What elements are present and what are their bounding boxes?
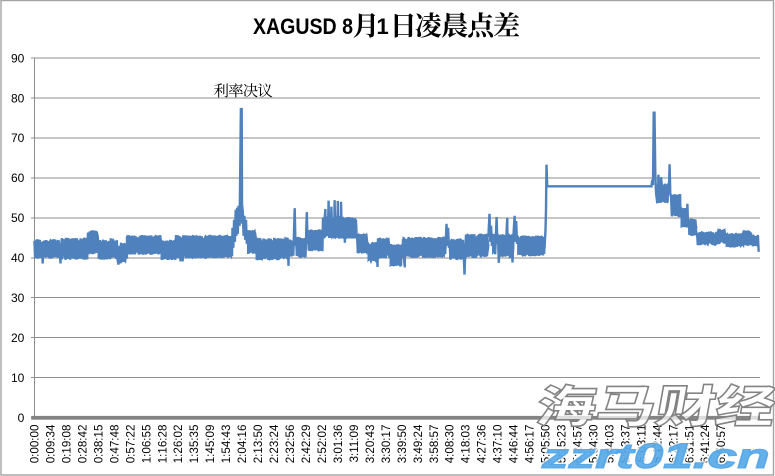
svg-text:5:15:23: 5:15:23 [556,425,569,464]
svg-text:50: 50 [11,211,25,225]
svg-text:4:27:36: 4:27:36 [476,425,489,464]
svg-text:0:57:22: 0:57:22 [124,425,137,464]
svg-text:3:58:57: 3:58:57 [428,425,441,464]
svg-text:5:24:57: 5:24:57 [572,425,585,464]
svg-text:3:11:09: 3:11:09 [348,425,361,463]
svg-text:1:06:55: 1:06:55 [140,425,153,464]
svg-text:70: 70 [11,131,25,145]
svg-text:6:22:17: 6:22:17 [667,425,680,464]
svg-text:80: 80 [11,91,25,105]
svg-text:2:13:50: 2:13:50 [252,425,265,464]
svg-text:0:00:00: 0:00:00 [29,425,42,464]
svg-text:3:30:17: 3:30:17 [380,425,393,464]
svg-text:6:12:44: 6:12:44 [651,424,664,463]
svg-text:3:01:36: 3:01:36 [332,425,345,464]
svg-text:2:23:24: 2:23:24 [268,424,281,463]
svg-text:4:46:44: 4:46:44 [508,424,521,463]
svg-text:60: 60 [11,171,25,185]
svg-text:1:45:09: 1:45:09 [204,425,217,464]
svg-text:zzrt01.cn: zzrt01.cn [541,436,770,476]
svg-text:5:53:37: 5:53:37 [619,425,632,464]
svg-text:30: 30 [11,291,25,305]
svg-text:0:28:42: 0:28:42 [76,425,89,464]
svg-text:0: 0 [18,411,25,425]
svg-text:5:05:50: 5:05:50 [540,425,553,464]
svg-text:0:47:48: 0:47:48 [108,425,121,464]
svg-text:0:38:15: 0:38:15 [92,425,105,464]
svg-text:5:44:03: 5:44:03 [603,425,616,464]
svg-text:6:31:51: 6:31:51 [683,425,696,464]
svg-text:1:54:43: 1:54:43 [220,425,233,464]
svg-text:2:32:56: 2:32:56 [284,425,297,464]
svg-text:XAGUSD 8: XAGUSD 8 [253,14,353,39]
svg-text:2:42:29: 2:42:29 [300,425,313,464]
svg-text:1:26:02: 1:26:02 [172,425,185,464]
svg-text:10: 10 [11,371,25,385]
svg-text:2:04:16: 2:04:16 [236,425,249,464]
svg-text:5:34:30: 5:34:30 [588,425,601,464]
svg-text:4:56:17: 4:56:17 [524,425,537,464]
svg-text:4:18:03: 4:18:03 [460,425,473,464]
svg-text:3:49:24: 3:49:24 [412,424,425,463]
svg-text:3:39:50: 3:39:50 [396,425,409,464]
svg-text:6:03:11: 6:03:11 [635,425,648,463]
svg-text:6:41:24: 6:41:24 [699,424,712,463]
svg-text:2:52:02: 2:52:02 [316,425,329,464]
svg-text:zzrt01.cn: zzrt01.cn [541,436,770,476]
svg-text:90: 90 [11,51,25,65]
svg-text:4:37:10: 4:37:10 [492,425,505,464]
svg-text:3:20:43: 3:20:43 [364,425,377,464]
svg-text:0:09:34: 0:09:34 [45,424,58,463]
svg-text:20: 20 [11,331,25,345]
svg-text:1:35:35: 1:35:35 [188,425,201,464]
svg-text:1:16:28: 1:16:28 [156,425,169,464]
svg-text:4:08:30: 4:08:30 [444,425,457,464]
svg-text:6:50:57: 6:50:57 [715,425,728,464]
svg-text:1: 1 [377,14,389,39]
svg-text:40: 40 [11,251,25,265]
svg-text:0:19:08: 0:19:08 [60,425,73,464]
